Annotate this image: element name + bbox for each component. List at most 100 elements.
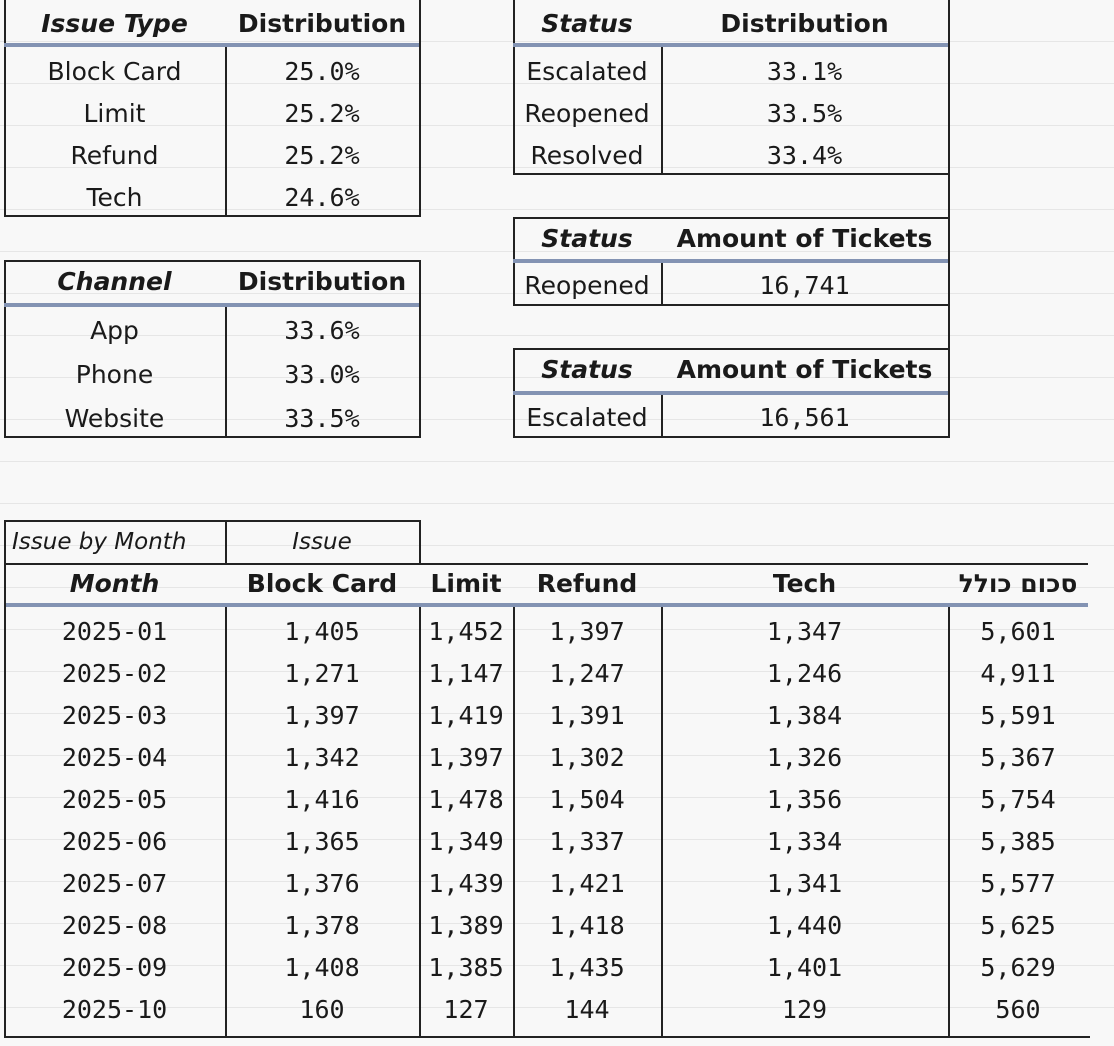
pivot-month-cell[interactable]: 2025-05 [61,784,168,814]
pivot-month-cell[interactable]: 2025-09 [61,952,168,982]
pivot-month-cell[interactable]: 2025-01 [61,616,168,646]
pivot-total-cell[interactable]: 5,625 [980,910,1056,940]
pivot-tech-cell[interactable]: 1,440 [766,910,843,940]
pivot-block-card-cell[interactable]: 1,365 [284,826,360,856]
channel-row-label[interactable]: App [90,315,139,345]
channel-header-distribution[interactable]: Distribution [237,266,407,296]
channel-row-value[interactable]: 33.0% [284,359,360,389]
pivot-block-card-cell[interactable]: 1,408 [284,952,360,982]
pivot-column-group[interactable]: Issue [292,529,352,555]
channel-row-value[interactable]: 33.5% [284,403,360,433]
issue-type-header-distribution[interactable]: Distribution [237,8,407,38]
channel-row-value[interactable]: 33.6% [284,315,360,345]
pivot-header-block-card[interactable]: Block Card [246,568,398,598]
status-header-distribution[interactable]: Distribution [720,8,889,38]
pivot-total-cell[interactable]: 560 [995,994,1041,1024]
pivot-refund-cell[interactable]: 1,435 [549,952,625,982]
issue-type-row-value[interactable]: 25.2% [284,140,360,170]
pivot-refund-cell[interactable]: 1,337 [549,826,625,856]
pivot-block-card-cell[interactable]: 1,378 [284,910,360,940]
pivot-limit-cell[interactable]: 1,147 [428,658,504,688]
pivot-block-card-cell[interactable]: 1,405 [284,616,360,646]
pivot-block-card-cell[interactable]: 1,397 [284,700,360,730]
pivot-tech-cell[interactable]: 1,347 [766,616,843,646]
pivot-tech-cell[interactable]: 1,326 [766,742,843,772]
pivot-tech-cell[interactable]: 1,341 [766,868,843,898]
pivot-limit-cell[interactable]: 1,389 [428,910,504,940]
channel-row-label[interactable]: Phone [75,359,154,389]
pivot-total-cell[interactable]: 5,601 [980,616,1056,646]
pivot-month-cell[interactable]: 2025-07 [61,868,168,898]
pivot-refund-cell[interactable]: 1,418 [549,910,625,940]
pivot-refund-cell[interactable]: 1,397 [549,616,625,646]
reopened-row-value[interactable]: 16,741 [759,270,850,300]
reopened-row-label[interactable]: Reopened [524,270,650,300]
pivot-block-card-cell[interactable]: 1,416 [284,784,360,814]
pivot-limit-cell[interactable]: 1,419 [428,700,504,730]
pivot-limit-cell[interactable]: 1,385 [428,952,504,982]
pivot-month-cell[interactable]: 2025-03 [61,700,168,730]
issue-type-row-label[interactable]: Block Card [47,56,182,86]
reopened-header-amount[interactable]: Amount of Tickets [676,223,933,253]
pivot-month-cell[interactable]: 2025-02 [61,658,168,688]
pivot-block-card-cell[interactable]: 160 [299,994,345,1024]
pivot-total-cell[interactable]: 5,577 [980,868,1056,898]
pivot-total-cell[interactable]: 5,367 [980,742,1056,772]
pivot-month-cell[interactable]: 2025-04 [61,742,168,772]
channel-header-label[interactable]: Channel [57,266,172,296]
pivot-tech-cell[interactable]: 1,384 [766,700,843,730]
pivot-refund-cell[interactable]: 1,504 [549,784,625,814]
pivot-header-tech[interactable]: Tech [772,568,837,598]
issue-type-header-label[interactable]: Issue Type [41,8,188,38]
reopened-header-label[interactable]: Status [541,223,633,253]
status-row-label[interactable]: Reopened [524,98,650,128]
issue-type-row-label[interactable]: Tech [86,182,143,212]
pivot-limit-cell[interactable]: 1,452 [428,616,504,646]
status-header-label[interactable]: Status [541,8,633,38]
pivot-header-refund[interactable]: Refund [536,568,638,598]
pivot-tech-cell[interactable]: 129 [781,994,828,1024]
pivot-total-cell[interactable]: 5,629 [980,952,1056,982]
pivot-limit-cell[interactable]: 1,439 [428,868,504,898]
pivot-block-card-cell[interactable]: 1,271 [284,658,360,688]
status-row-label[interactable]: Resolved [530,140,644,170]
escalated-header-label[interactable]: Status [541,354,633,384]
escalated-row-label[interactable]: Escalated [526,402,648,432]
pivot-title[interactable]: Issue by Month [12,529,187,555]
pivot-refund-cell[interactable]: 1,391 [549,700,625,730]
pivot-limit-cell[interactable]: 127 [443,994,489,1024]
issue-type-row-label[interactable]: Limit [83,98,146,128]
status-row-label[interactable]: Escalated [526,56,648,86]
pivot-tech-cell[interactable]: 1,334 [766,826,843,856]
status-row-value[interactable]: 33.1% [766,56,843,86]
issue-type-row-label[interactable]: Refund [70,140,159,170]
pivot-month-cell[interactable]: 2025-06 [61,826,168,856]
pivot-block-card-cell[interactable]: 1,342 [284,742,360,772]
status-row-value[interactable]: 33.5% [766,98,843,128]
pivot-header-month[interactable]: Month [69,568,160,598]
pivot-month-cell[interactable]: 2025-10 [61,994,168,1024]
pivot-refund-cell[interactable]: 1,421 [549,868,625,898]
issue-type-row-value[interactable]: 25.2% [284,98,360,128]
pivot-limit-cell[interactable]: 1,478 [428,784,504,814]
pivot-header-limit[interactable]: Limit [430,568,502,598]
pivot-tech-cell[interactable]: 1,246 [766,658,843,688]
issue-type-row-value[interactable]: 24.6% [284,182,360,212]
pivot-total-cell[interactable]: 5,754 [980,784,1056,814]
escalated-header-amount[interactable]: Amount of Tickets [676,354,933,384]
pivot-tech-cell[interactable]: 1,401 [766,952,843,982]
status-row-value[interactable]: 33.4% [766,140,843,170]
pivot-total-cell[interactable]: 4,911 [980,658,1056,688]
pivot-refund-cell[interactable]: 1,247 [549,658,625,688]
pivot-block-card-cell[interactable]: 1,376 [284,868,360,898]
pivot-total-cell[interactable]: 5,591 [980,700,1056,730]
escalated-row-value[interactable]: 16,561 [759,402,850,432]
pivot-month-cell[interactable]: 2025-08 [61,910,168,940]
pivot-tech-cell[interactable]: 1,356 [766,784,843,814]
pivot-header-total[interactable]: סכום כולל [958,568,1078,598]
pivot-refund-cell[interactable]: 144 [564,994,610,1024]
channel-row-label[interactable]: Website [64,403,165,433]
pivot-limit-cell[interactable]: 1,349 [428,826,504,856]
pivot-refund-cell[interactable]: 1,302 [549,742,625,772]
pivot-total-cell[interactable]: 5,385 [980,826,1056,856]
